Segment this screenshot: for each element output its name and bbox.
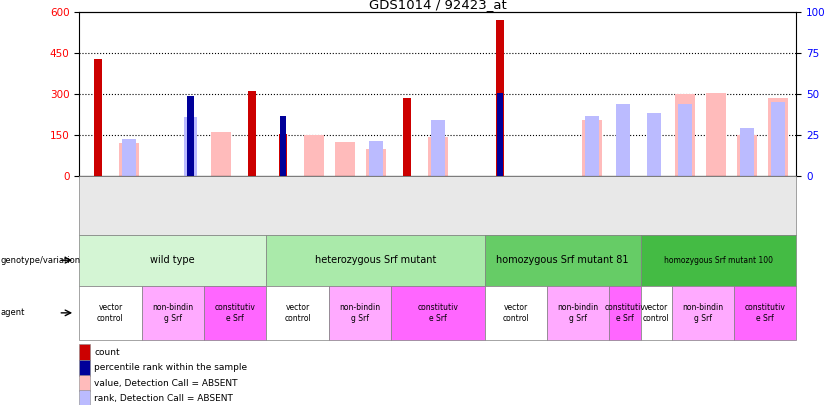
Title: GDS1014 / 92423_at: GDS1014 / 92423_at <box>369 0 507 11</box>
Bar <box>369 141 383 176</box>
Bar <box>122 139 136 176</box>
Text: value, Detection Call = ABSENT: value, Detection Call = ABSENT <box>94 379 238 388</box>
Bar <box>647 113 661 176</box>
Bar <box>737 135 757 176</box>
Bar <box>740 128 754 176</box>
Bar <box>582 120 602 176</box>
Bar <box>188 96 193 176</box>
Bar <box>366 149 386 176</box>
Text: vector
control: vector control <box>284 303 311 322</box>
Bar <box>771 102 785 176</box>
Bar <box>428 136 448 176</box>
Text: count: count <box>94 348 120 357</box>
Text: agent: agent <box>1 308 25 318</box>
Text: rank, Detection Call = ABSENT: rank, Detection Call = ABSENT <box>94 394 234 403</box>
Text: constitutiv
e Srf: constitutiv e Srf <box>417 303 459 322</box>
Text: vector
control: vector control <box>97 303 123 322</box>
Bar <box>616 104 631 176</box>
Text: constitutiv
e Srf: constitutiv e Srf <box>605 303 646 322</box>
Bar <box>118 143 138 176</box>
Bar <box>94 59 102 176</box>
Bar <box>676 94 696 176</box>
Text: constitutiv
e Srf: constitutiv e Srf <box>745 303 786 322</box>
Bar <box>249 92 256 176</box>
Bar <box>187 97 194 176</box>
Bar <box>678 104 692 176</box>
Bar <box>280 116 286 176</box>
Text: vector
control: vector control <box>643 303 670 322</box>
Text: homozygous Srf mutant 81: homozygous Srf mutant 81 <box>496 255 629 265</box>
Text: percentile rank within the sample: percentile rank within the sample <box>94 363 248 372</box>
Bar <box>585 116 600 176</box>
Text: non-bindin
g Srf: non-bindin g Srf <box>153 303 193 322</box>
Text: constitutiv
e Srf: constitutiv e Srf <box>214 303 255 322</box>
Bar <box>431 120 445 176</box>
Text: genotype/variation: genotype/variation <box>1 256 81 265</box>
Bar <box>403 98 411 176</box>
Bar <box>706 93 726 176</box>
Text: non-bindin
g Srf: non-bindin g Srf <box>558 303 599 322</box>
Text: non-bindin
g Srf: non-bindin g Srf <box>682 303 723 322</box>
Text: heterozygous Srf mutant: heterozygous Srf mutant <box>314 255 436 265</box>
Text: wild type: wild type <box>150 255 195 265</box>
Text: non-bindin
g Srf: non-bindin g Srf <box>339 303 380 322</box>
Bar <box>211 132 232 176</box>
Bar <box>279 134 287 176</box>
Text: vector
control: vector control <box>502 303 530 322</box>
Text: homozygous Srf mutant 100: homozygous Srf mutant 100 <box>664 256 773 265</box>
Bar <box>496 93 503 176</box>
Bar <box>768 98 788 176</box>
Bar <box>183 117 198 176</box>
Bar <box>335 142 355 176</box>
Bar <box>304 135 324 176</box>
Bar <box>496 20 504 176</box>
